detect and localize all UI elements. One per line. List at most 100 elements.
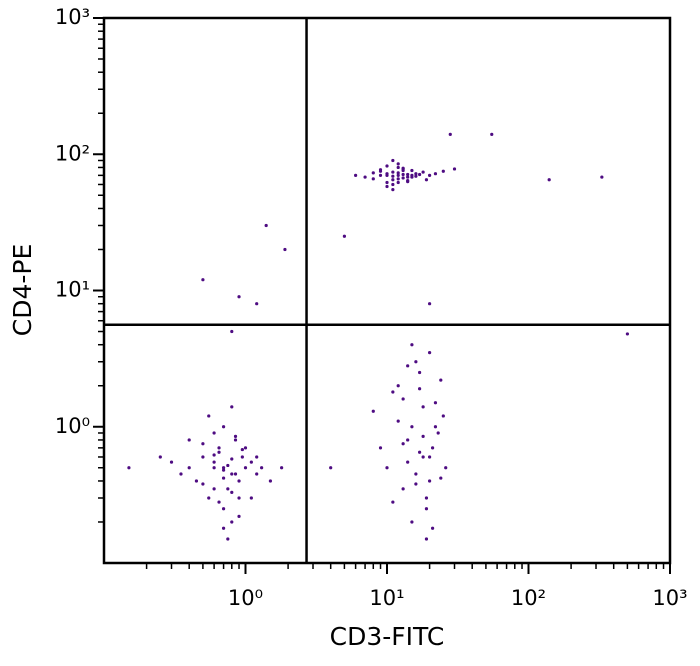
point — [385, 184, 389, 189]
point — [441, 414, 445, 418]
point — [391, 170, 395, 174]
point — [233, 434, 238, 438]
point — [406, 175, 410, 179]
point — [260, 466, 264, 470]
point — [249, 496, 253, 500]
point — [410, 343, 414, 347]
point — [127, 466, 131, 470]
point — [217, 446, 221, 450]
point — [280, 466, 284, 470]
point — [401, 442, 405, 446]
point — [547, 178, 551, 182]
point — [230, 457, 234, 461]
point — [201, 455, 205, 459]
point — [226, 463, 230, 468]
y-tick-label: 10¹ — [55, 278, 90, 302]
point — [283, 247, 287, 252]
point — [401, 176, 405, 180]
x-tick-label: 10¹ — [369, 586, 404, 610]
point — [240, 455, 244, 459]
point — [600, 175, 604, 179]
point — [406, 438, 410, 442]
point — [385, 164, 389, 168]
point — [401, 487, 405, 491]
point — [433, 401, 438, 405]
point — [418, 172, 422, 177]
point — [410, 425, 414, 429]
point — [378, 173, 383, 177]
point — [391, 174, 395, 178]
x-axis-label: CD3-FITC — [330, 622, 445, 651]
point — [169, 460, 174, 464]
point — [401, 166, 405, 170]
point — [378, 446, 383, 450]
point — [237, 295, 241, 299]
point — [221, 507, 226, 511]
point — [406, 172, 410, 177]
point — [396, 162, 400, 166]
point — [427, 455, 432, 459]
point — [212, 487, 216, 491]
point — [439, 476, 443, 480]
point — [212, 466, 216, 470]
point — [255, 455, 259, 459]
point — [410, 175, 414, 179]
point — [221, 468, 226, 472]
point — [401, 172, 405, 177]
point — [396, 180, 400, 185]
point — [391, 158, 395, 163]
point — [201, 278, 205, 282]
point — [424, 537, 429, 541]
point — [207, 414, 211, 418]
point — [391, 182, 395, 187]
point — [406, 460, 410, 464]
point — [418, 370, 422, 375]
point — [243, 466, 248, 470]
point — [406, 364, 410, 368]
point — [221, 476, 226, 480]
point — [226, 487, 230, 491]
point — [371, 171, 375, 175]
point — [385, 180, 389, 185]
plot-frame — [102, 16, 672, 565]
point — [391, 178, 395, 182]
point — [255, 302, 259, 306]
point — [430, 526, 435, 530]
point — [418, 387, 422, 391]
point — [396, 171, 400, 175]
point — [427, 351, 432, 355]
point — [221, 425, 226, 429]
point — [433, 172, 438, 176]
point — [391, 500, 395, 504]
point — [179, 472, 183, 476]
point — [187, 438, 191, 442]
point — [212, 453, 216, 457]
point — [201, 482, 205, 486]
point — [444, 466, 448, 470]
point — [194, 479, 199, 483]
point — [212, 460, 216, 464]
point — [268, 479, 273, 483]
point — [385, 173, 389, 177]
point — [410, 168, 414, 173]
point — [240, 447, 244, 452]
point — [264, 223, 268, 228]
point — [207, 496, 211, 500]
point — [401, 168, 405, 173]
point — [490, 132, 494, 136]
point — [212, 431, 216, 435]
point — [427, 173, 432, 177]
point — [391, 390, 395, 394]
point — [406, 179, 410, 184]
point — [424, 496, 429, 500]
point — [414, 472, 418, 476]
point — [424, 507, 429, 511]
point — [233, 438, 238, 442]
point — [414, 172, 418, 176]
point — [378, 168, 383, 172]
point — [418, 450, 422, 454]
point — [230, 329, 234, 334]
point — [217, 500, 221, 504]
point — [439, 378, 443, 382]
point — [424, 178, 429, 182]
